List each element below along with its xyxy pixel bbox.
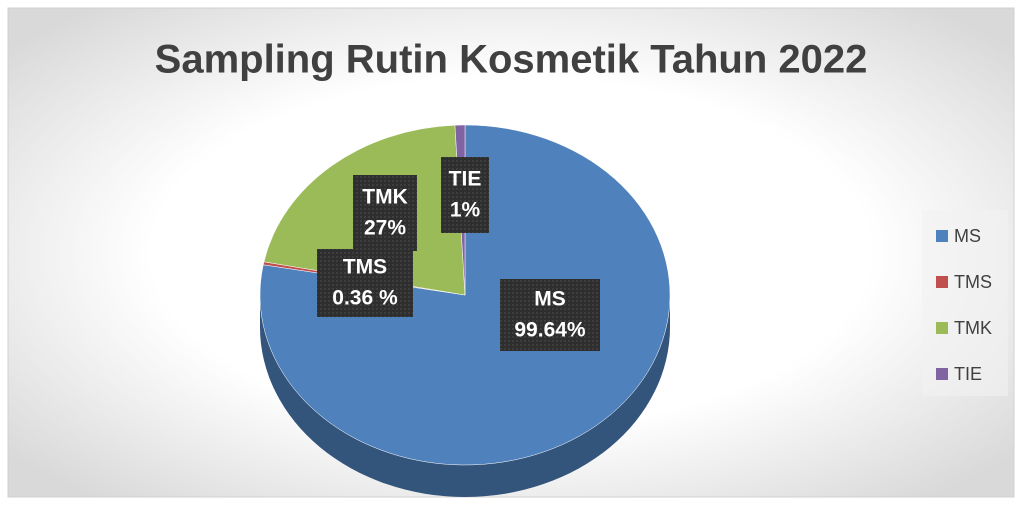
legend-label: TMK (954, 318, 992, 338)
legend-swatch (936, 230, 948, 242)
data-label-value: 0.36 % (332, 287, 398, 310)
legend-swatch (936, 368, 948, 380)
slice (259, 124, 671, 466)
legend-label: TIE (954, 364, 982, 384)
chart-title: Sampling Rutin Kosmetik Tahun 2022 (155, 38, 868, 82)
data-label-value: 27% (364, 217, 406, 240)
legend-label: MS (954, 226, 981, 246)
data-label-category: TIE (449, 168, 482, 191)
data-label-box (317, 249, 413, 317)
data-label-category: TMK (362, 186, 408, 209)
data-label-category: MS (534, 288, 566, 311)
slice-side-shade (260, 295, 670, 497)
data-label-category: TMS (343, 256, 387, 279)
data-label-value: 99.64% (514, 319, 586, 342)
data-label-box (353, 175, 417, 251)
data-label-box (441, 157, 489, 233)
slice-side (260, 295, 670, 497)
data-label-box (500, 279, 600, 351)
data-label-value: 1% (450, 199, 481, 222)
legend-swatch (936, 322, 948, 334)
legend-label: TMS (954, 272, 992, 292)
legend-swatch (936, 276, 948, 288)
